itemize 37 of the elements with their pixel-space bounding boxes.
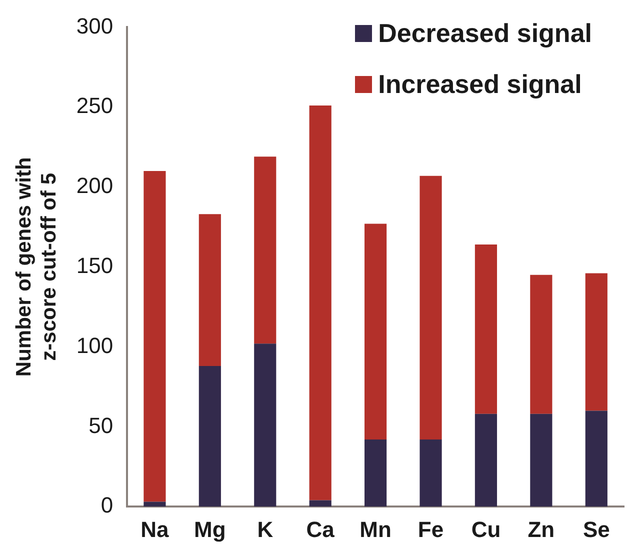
y-tick-label: 0 (100, 492, 114, 518)
x-tick-label: Cu (471, 516, 501, 542)
y-tick-label: 300 (76, 13, 114, 38)
y-tick-label: 150 (76, 252, 114, 278)
bar (254, 344, 276, 507)
bar (420, 176, 442, 440)
x-tick-label: Mg (194, 516, 226, 542)
y-tick-label: 200 (76, 173, 114, 198)
bar (309, 106, 332, 500)
bar (530, 414, 552, 507)
x-tick-label: Na (140, 516, 170, 542)
bar (254, 156, 276, 344)
bar (364, 439, 387, 507)
y-tick-label: 250 (76, 93, 114, 118)
legend-label: Decreased signal (378, 18, 592, 49)
x-tick-label: Zn (528, 516, 555, 542)
bar (144, 502, 166, 507)
x-tick-label: Se (582, 516, 610, 542)
bar (474, 244, 498, 414)
bar (530, 274, 552, 414)
bar (420, 439, 442, 507)
bar (474, 414, 498, 507)
bar (198, 214, 221, 366)
x-tick-label: Mn (360, 516, 392, 542)
legend-label: Increased signal (378, 69, 582, 100)
bar (364, 224, 387, 440)
x-tick-label: Fe (418, 516, 444, 542)
y-axis-title: Number of genes with z-score cut-off of 5 (12, 157, 61, 377)
bar (144, 171, 166, 502)
x-tick-label: K (257, 516, 274, 542)
bar (585, 410, 608, 507)
y-tick-label: 50 (88, 412, 114, 438)
bar (585, 273, 608, 411)
x-tick-label: Ca (306, 516, 336, 542)
bar (198, 366, 221, 507)
bar (309, 500, 332, 507)
y-tick-label: 100 (76, 332, 114, 358)
